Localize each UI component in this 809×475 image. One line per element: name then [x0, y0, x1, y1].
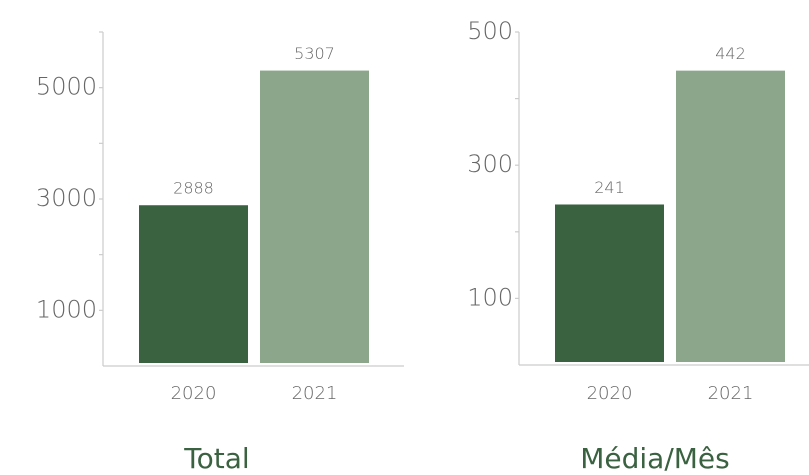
x-tick-label: 2020	[171, 383, 217, 404]
y-tick-label: 100	[467, 283, 513, 311]
bar	[555, 204, 664, 362]
y-tick-label: 5000	[36, 73, 97, 101]
value-label: 241	[594, 178, 625, 197]
value-label: 2888	[173, 179, 214, 198]
value-label: 442	[715, 44, 746, 63]
y-tick-label: 500	[467, 17, 513, 45]
bar	[139, 205, 248, 363]
chart-title: Média/Mês	[580, 442, 730, 475]
y-tick-label: 3000	[36, 184, 97, 212]
x-tick-label: 2021	[292, 383, 338, 404]
bar	[260, 70, 369, 364]
chart-title: Total	[183, 442, 249, 475]
x-tick-label: 2021	[708, 383, 754, 404]
y-tick-label: 1000	[36, 295, 97, 323]
value-label: 5307	[294, 44, 335, 63]
x-tick-label: 2020	[587, 383, 633, 404]
y-tick-label: 300	[467, 150, 513, 178]
bar	[676, 70, 785, 363]
